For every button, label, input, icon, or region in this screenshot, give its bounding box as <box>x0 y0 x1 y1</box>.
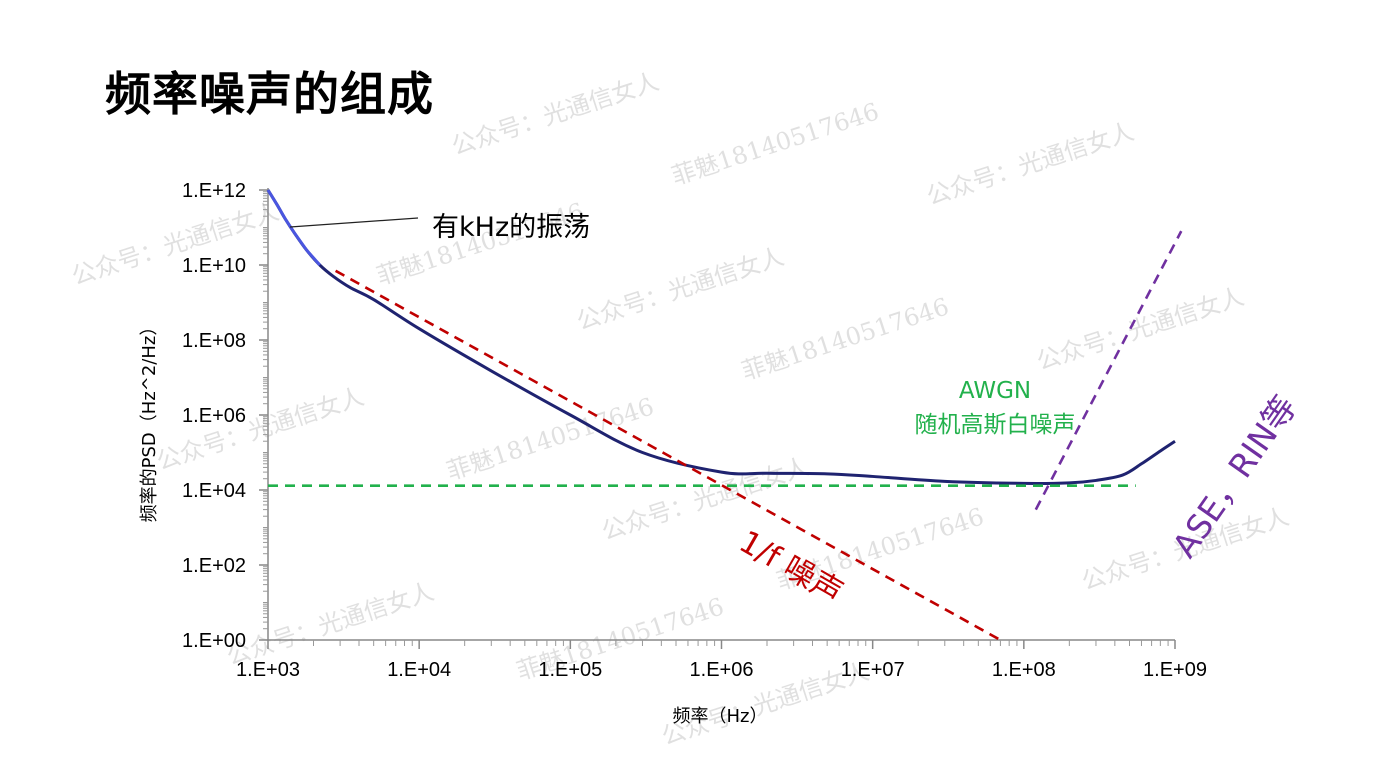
psd-curve <box>266 189 1176 485</box>
one-over-f-line <box>334 269 1002 642</box>
x-tick-label: 1.E+03 <box>236 659 300 681</box>
ase-rin-line <box>1034 230 1183 511</box>
page-title: 频率噪声的组成 <box>105 67 434 121</box>
watermark-text: 菲魅18140517646 <box>668 97 882 190</box>
watermark-text: 公众号：光通信女人 <box>223 577 437 670</box>
x-axis-title: 频率（Hz） <box>673 706 768 727</box>
watermark-text: 公众号：光通信女人 <box>573 242 787 335</box>
y-tick-label: 1.E+02 <box>182 555 246 577</box>
x-tick-label: 1.E+06 <box>690 659 754 681</box>
watermark-text: 公众号：光通信女人 <box>68 197 282 290</box>
psd-curve-oscillation-segment <box>266 189 321 266</box>
x-tick-label: 1.E+09 <box>1143 659 1207 681</box>
y-tick-label: 1.E+12 <box>182 180 246 202</box>
x-tick-label: 1.E+05 <box>538 659 602 681</box>
watermark-text: 公众号：光通信女人 <box>448 67 662 160</box>
y-tick-label: 1.E+04 <box>182 480 246 502</box>
y-tick-label: 1.E+10 <box>182 255 246 277</box>
y-tick-label: 1.E+08 <box>182 330 246 352</box>
annotation-awgn: AWGN <box>959 378 1031 404</box>
y-axis-title: 频率的PSD（Hz^2/Hz） <box>139 318 160 523</box>
oscillation-leader-line <box>289 217 419 228</box>
watermark-text: 公众号：光通信女人 <box>153 382 367 475</box>
watermark-text: 公众号：光通信女人 <box>598 452 812 545</box>
y-tick-label: 1.E+06 <box>182 405 246 427</box>
x-tick-label: 1.E+04 <box>387 659 451 681</box>
watermark-text: 菲魅18140517646 <box>738 292 952 385</box>
watermark-text: 公众号：光通信女人 <box>1033 282 1247 375</box>
x-tick-label: 1.E+07 <box>841 659 905 681</box>
annotation-oscillation: 有kHz的振荡 <box>432 212 590 243</box>
annotation-awgn-desc: 随机高斯白噪声 <box>915 412 1076 438</box>
y-tick-label: 1.E+00 <box>182 630 246 652</box>
watermark-text: 公众号：光通信女人 <box>923 117 1137 210</box>
x-tick-label: 1.E+08 <box>992 659 1056 681</box>
watermark-text: 菲魅18140517646 <box>443 392 657 485</box>
